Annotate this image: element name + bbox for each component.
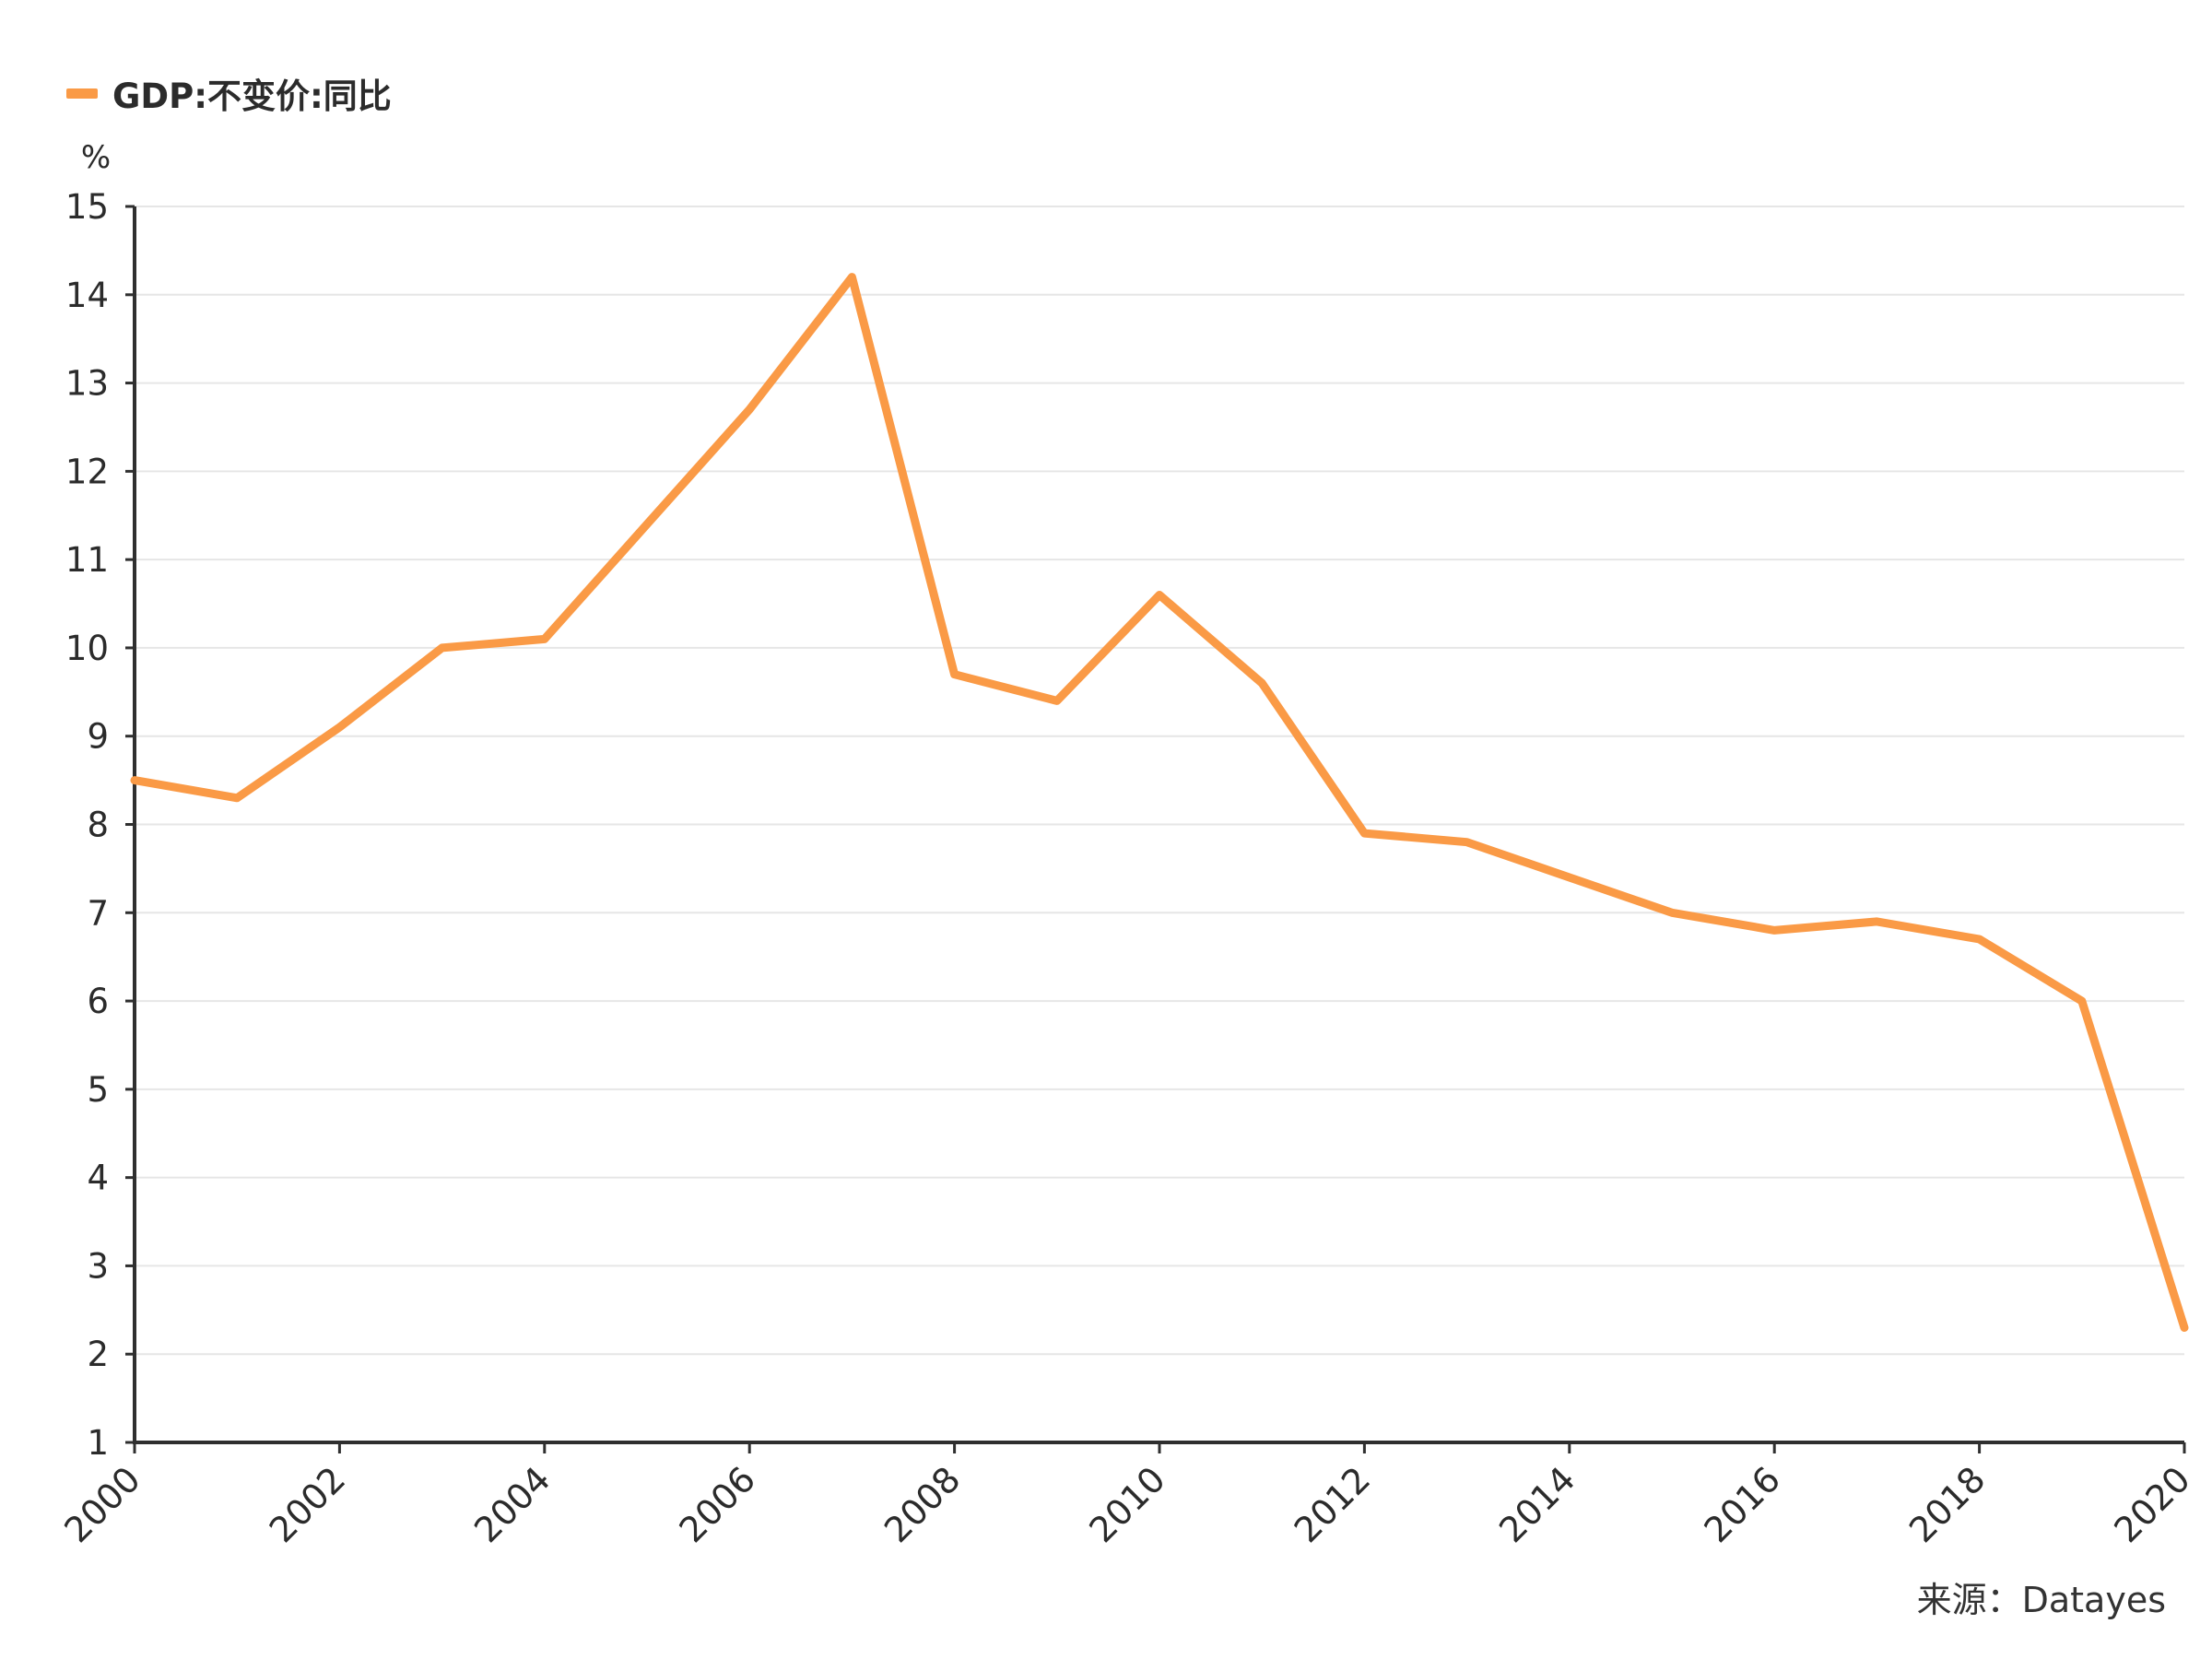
x-tick-label: 2000 (56, 1459, 148, 1551)
series-line (130, 273, 2189, 1332)
x-tick-label: 2020 (2106, 1459, 2198, 1551)
x-tick-label: 2004 (466, 1459, 559, 1551)
y-tick-label: 5 (87, 1070, 109, 1110)
y-tick-label: 8 (87, 806, 109, 845)
x-tick-label: 2010 (1081, 1459, 1173, 1551)
y-tick-label: 7 (87, 893, 109, 933)
y-tick-label: 3 (87, 1246, 109, 1286)
y-tick-label: 2 (87, 1335, 109, 1374)
x-tick-label: 2016 (1697, 1459, 1789, 1551)
y-tick-label: 1 (87, 1423, 109, 1463)
legend-swatch (66, 88, 98, 99)
series-layer (130, 273, 2189, 1332)
legend-label: GDP:不变价:同比 (112, 76, 392, 116)
y-tick-label: 13 (65, 364, 109, 404)
grid (135, 206, 2184, 1356)
y-tick-label: 11 (65, 540, 109, 580)
y-axis-unit: % (81, 139, 111, 176)
x-tick-label: 2008 (877, 1459, 969, 1551)
x-tick-label: 2012 (1287, 1459, 1379, 1551)
x-tick-label: 2018 (1901, 1459, 1994, 1551)
y-tick-label: 4 (87, 1159, 109, 1198)
y-tick-label: 10 (65, 629, 109, 668)
y-tick-label: 6 (87, 982, 109, 1021)
source-note: 来源：Datayes (1916, 1580, 2166, 1620)
legend: GDP:不变价:同比 (66, 68, 392, 118)
y-tick-label: 14 (65, 276, 109, 315)
x-tick-label: 2002 (262, 1459, 354, 1551)
y-tick-label: 12 (65, 452, 109, 491)
y-tick-label: 9 (87, 717, 109, 757)
x-tick-label: 2006 (672, 1459, 764, 1551)
axes (125, 205, 2186, 1453)
x-tick-label: 2014 (1491, 1459, 1583, 1551)
y-tick-label: 15 (65, 187, 109, 227)
